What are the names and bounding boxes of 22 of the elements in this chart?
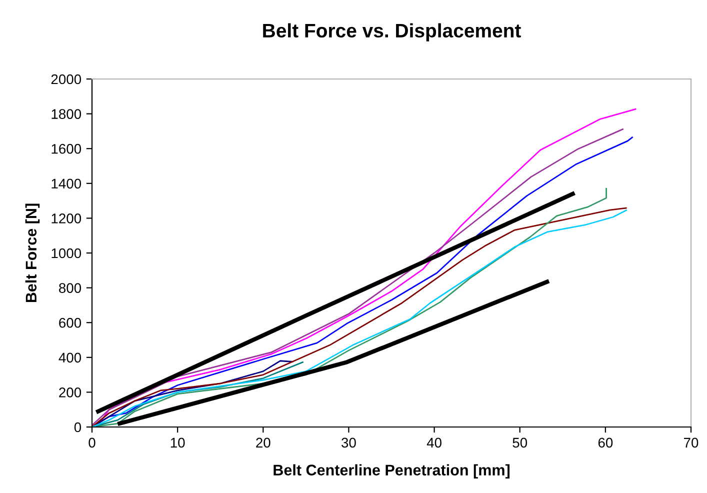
y-tick-label: 1400 (52, 178, 82, 189)
x-tick-label: 50 (512, 438, 528, 448)
y-tick-label: 1800 (52, 109, 82, 119)
y-axis-title: Belt Force [N] (25, 204, 40, 302)
y-tick-label: 0 (74, 422, 82, 432)
y-tick-label: 200 (59, 388, 82, 398)
y-tick-label: 600 (59, 318, 82, 328)
x-tick-label: 70 (684, 438, 698, 448)
y-tick-label: 800 (59, 283, 82, 293)
x-tick-label: 60 (598, 438, 613, 448)
y-tick-label: 2000 (51, 74, 82, 84)
x-tick-label: 40 (426, 438, 442, 448)
x-tick-label: 30 (342, 438, 356, 448)
x-tick-label: 0 (88, 438, 96, 448)
x-tick-label: 10 (170, 438, 185, 448)
y-tick-label: 1200 (52, 214, 82, 224)
x-tick-label: 20 (256, 438, 270, 448)
x-axis-title: Belt Centerline Penetration [mm] (274, 464, 510, 478)
chart-title: Belt Force vs. Displacement (263, 23, 521, 42)
y-tick-label: 400 (58, 352, 82, 363)
y-tick-label: 1600 (52, 144, 82, 154)
y-tick-label: 1000 (52, 248, 82, 258)
